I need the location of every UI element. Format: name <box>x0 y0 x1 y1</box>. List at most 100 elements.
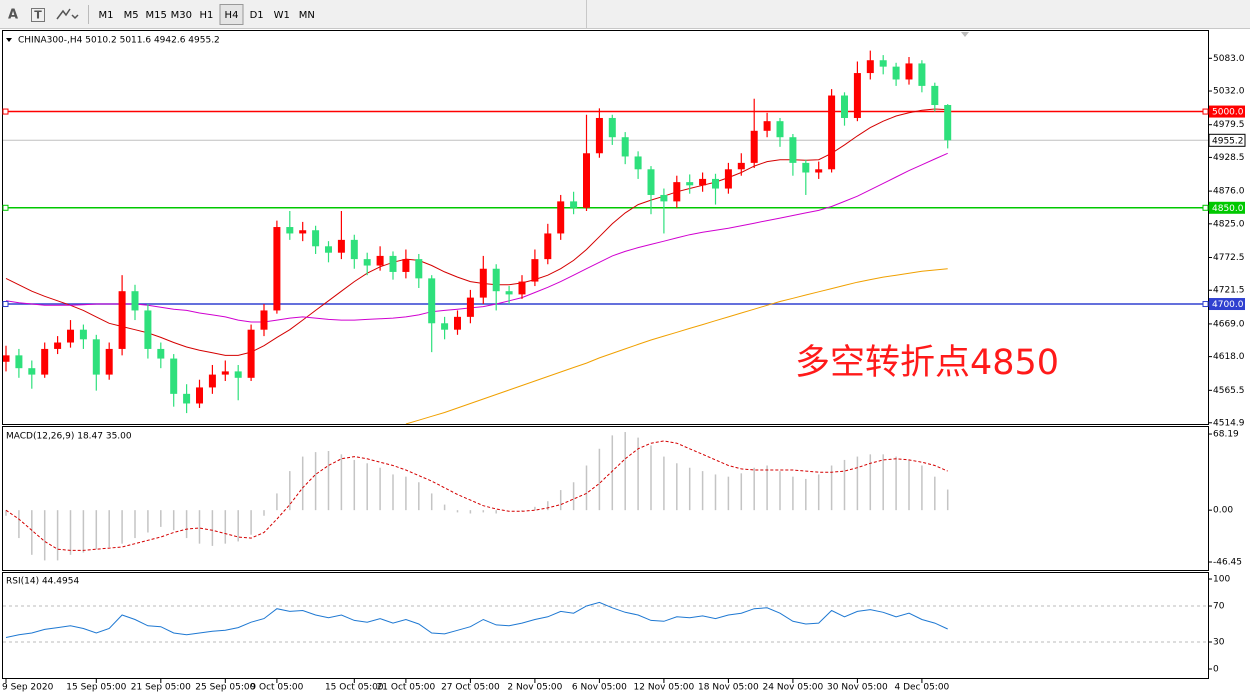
timeframe-button[interactable]: W1 <box>274 10 290 21</box>
shift-marker <box>961 32 969 37</box>
x-tick-label: 12 Nov 05:00 <box>634 683 695 693</box>
shapes-tool[interactable] <box>56 8 79 20</box>
toolbar-items: A T M1 M5 M15 M30 H1 H4 D1 W1 MN <box>8 4 315 25</box>
y-tick-label: 4876.0 <box>1213 187 1245 197</box>
x-tick-label: 15 Oct 05:00 <box>325 683 384 693</box>
annotation: 多空转折点4850 <box>795 343 1059 383</box>
pane-plot <box>3 601 1208 643</box>
timeframe-button[interactable]: D1 <box>250 10 264 21</box>
candle-body <box>750 130 758 163</box>
macd-signal <box>5 440 948 551</box>
candle-body <box>531 259 539 282</box>
candle-body <box>415 259 423 279</box>
candle-body <box>544 233 552 260</box>
candle-body <box>815 169 823 173</box>
timeframe-button[interactable]: M30 <box>171 10 192 21</box>
candle-body <box>41 348 49 375</box>
x-tick-label: 24 Nov 05:00 <box>763 683 824 693</box>
candle-body <box>518 281 526 295</box>
y-tick-label: 100 <box>1213 575 1230 585</box>
y-tick-label: 4772.5 <box>1213 253 1245 263</box>
candle-body <box>466 297 474 317</box>
x-tick-label: 15 Sep 05:00 <box>66 683 126 693</box>
label-tool-frame <box>31 8 45 22</box>
candle-body <box>402 259 410 272</box>
candle-body <box>196 387 203 404</box>
timeframe-button[interactable]: M15 <box>146 10 167 21</box>
candle-body <box>157 348 165 359</box>
timeframe-button[interactable]: H1 <box>199 10 213 21</box>
candle-body <box>389 255 397 272</box>
candle-body <box>557 201 565 234</box>
candle-body <box>660 194 668 202</box>
y-tick-label: 4514.9 <box>1213 418 1245 428</box>
level-label: 5000.0 <box>1212 108 1244 118</box>
x-tick-label: 30 Nov 05:00 <box>827 683 888 693</box>
candle-body <box>905 63 913 80</box>
x-tick-label: 21 Oct 05:00 <box>377 683 436 693</box>
candle-body <box>583 153 590 208</box>
candle-body <box>3 355 10 362</box>
y-tick-label: 5083.0 <box>1213 54 1245 64</box>
moving-average <box>405 268 948 424</box>
timeframe-button[interactable]: M5 <box>124 10 139 21</box>
candle-body <box>608 117 616 138</box>
level-anchor <box>1202 108 1209 115</box>
candle-body <box>92 339 100 375</box>
candle-body <box>634 156 642 170</box>
candle-body <box>428 278 436 324</box>
moving-average <box>5 152 948 323</box>
candle-body <box>170 358 178 394</box>
candle-body <box>325 246 332 253</box>
candle-body <box>647 169 655 195</box>
level-anchor <box>1202 204 1209 211</box>
level-anchor <box>2 108 9 115</box>
candle-body <box>376 255 384 266</box>
pane-plot <box>3 50 1208 424</box>
timeframe-button[interactable]: M1 <box>99 10 114 21</box>
x-tick-label: 18 Nov 05:00 <box>698 683 759 693</box>
label-tool[interactable]: T <box>34 9 42 22</box>
text-tool[interactable]: A <box>8 8 18 23</box>
level-anchor <box>2 301 9 308</box>
level-anchor <box>1202 301 1209 308</box>
rsi-pane-frame <box>2 572 1209 679</box>
candle-body <box>312 230 320 247</box>
level-label-box <box>1209 201 1245 214</box>
candle-body <box>841 95 848 118</box>
candle-body <box>15 355 23 369</box>
candle-body <box>144 310 152 349</box>
y-tick-label: 30 <box>1213 638 1225 648</box>
candle-body <box>183 393 191 404</box>
level-label: 4850.0 <box>1212 204 1244 214</box>
pane-title: CHINA300-,H4 5010.2 5011.6 4942.6 4955.2 <box>18 36 220 46</box>
candle-body <box>892 66 900 80</box>
level-label-box <box>1209 298 1245 311</box>
x-tick-label: 4 Dec 05:00 <box>894 683 949 693</box>
y-tick-label: 4669.0 <box>1213 319 1245 329</box>
candle-body <box>724 169 732 189</box>
candle-body <box>286 227 294 234</box>
candle-body <box>492 268 500 292</box>
y-tick-label: 68.19 <box>1213 430 1239 440</box>
candle-body <box>208 374 216 388</box>
candle-body <box>699 178 707 186</box>
y-tick-label: 4825.0 <box>1213 219 1245 229</box>
candle-body <box>879 60 887 67</box>
candle-body <box>234 371 242 378</box>
candle-body <box>260 310 268 330</box>
timeframe-button[interactable]: H4 <box>225 10 239 21</box>
pane-menu[interactable] <box>6 38 12 42</box>
price-pane-frame <box>2 30 1209 425</box>
candle-body <box>918 63 926 86</box>
indicator-line <box>5 601 948 638</box>
macd-pane-frame <box>2 426 1209 571</box>
candle-body <box>595 117 603 154</box>
last-price-box <box>1208 133 1246 147</box>
timeframe-button[interactable]: MN <box>299 10 315 21</box>
candle-body <box>866 60 874 74</box>
candle-body <box>441 323 449 330</box>
y-tick-label: -46.45 <box>1213 558 1242 568</box>
last-price-label: 4955.2 <box>1212 136 1244 146</box>
